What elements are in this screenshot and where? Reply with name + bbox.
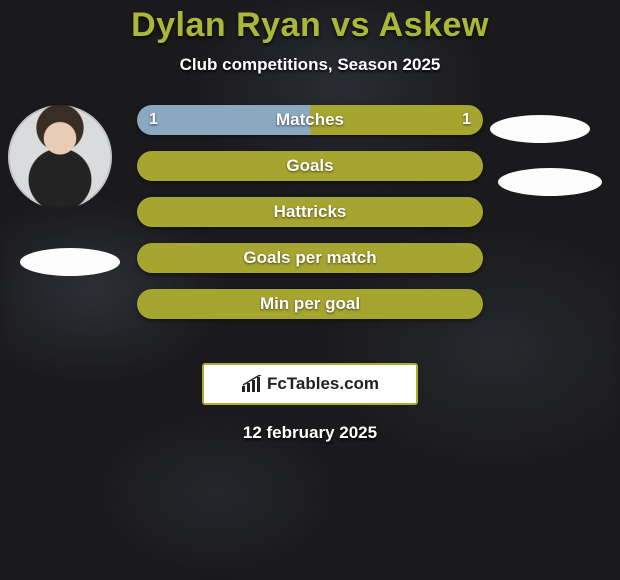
bar-value-right: 1 (462, 111, 471, 129)
page-title: Dylan Ryan vs Askew (0, 6, 620, 45)
comparison-bar: Hattricks (137, 197, 483, 227)
player-right-name-pill (498, 168, 602, 196)
comparison-bar: Min per goal (137, 289, 483, 319)
comparison-bar: Goals per match (137, 243, 483, 273)
bar-fill-right (310, 105, 483, 135)
bar-fill (137, 243, 483, 273)
bar-fill (137, 197, 483, 227)
bar-value-left: 1 (149, 111, 158, 129)
comparison-bar: 11Matches (137, 105, 483, 135)
logo-text: FcTables.com (267, 374, 379, 394)
player-left-avatar (8, 105, 112, 209)
infographic-content: Dylan Ryan vs Askew Club competitions, S… (0, 0, 620, 580)
comparison-area: 11MatchesGoalsHattricksGoals per matchMi… (0, 105, 620, 355)
player-left-name-pill (20, 248, 120, 276)
logo-chart-icon (241, 375, 263, 393)
bar-fill-left (137, 105, 310, 135)
subtitle: Club competitions, Season 2025 (0, 55, 620, 75)
bar-fill (137, 151, 483, 181)
bar-fill (137, 289, 483, 319)
comparison-bar: Goals (137, 151, 483, 181)
player-right-avatar-pill (490, 115, 590, 143)
comparison-bars: 11MatchesGoalsHattricksGoals per matchMi… (137, 105, 483, 335)
date-text: 12 february 2025 (0, 423, 620, 443)
logo-box: FcTables.com (202, 363, 418, 405)
